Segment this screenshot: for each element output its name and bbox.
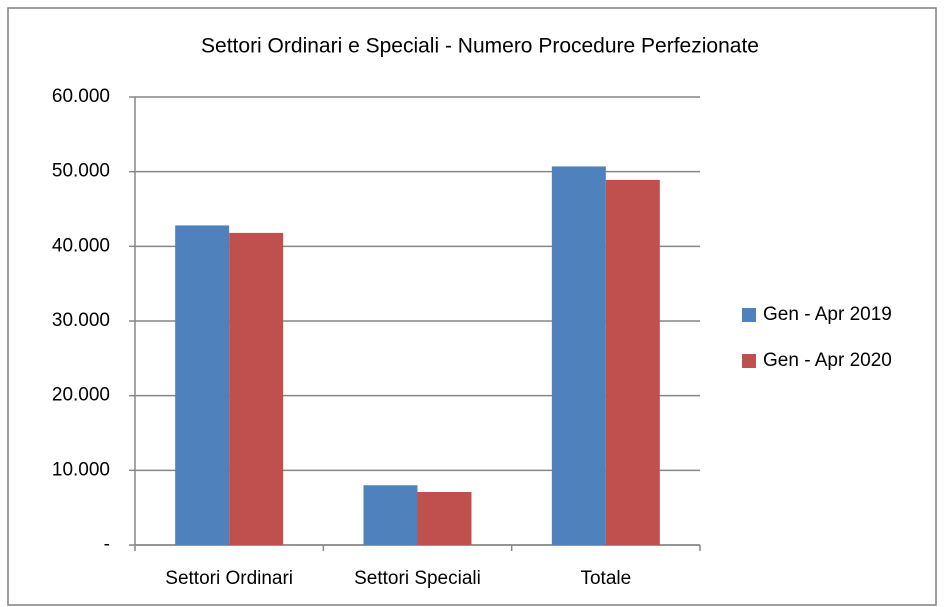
bar — [417, 491, 472, 545]
y-tick-label: - — [104, 534, 110, 555]
legend-swatch — [742, 308, 756, 322]
bar — [605, 179, 660, 545]
y-tick-label: 10.000 — [52, 459, 110, 480]
x-tick-label: Settori Speciali — [354, 568, 481, 589]
bar — [551, 166, 606, 545]
y-tick-label: 50.000 — [52, 161, 110, 182]
bar — [175, 225, 230, 545]
legend-label: Gen - Apr 2019 — [763, 304, 892, 325]
bar — [229, 232, 284, 546]
x-tick-label: Settori Ordinari — [165, 568, 293, 589]
chart-frame — [7, 7, 937, 606]
bar — [363, 485, 418, 545]
y-tick-label: 30.000 — [52, 310, 110, 331]
y-tick-label: 60.000 — [52, 86, 110, 107]
x-tick-label: Totale — [580, 568, 631, 589]
legend-swatch — [742, 354, 756, 368]
legend-label: Gen - Apr 2020 — [763, 350, 892, 371]
y-tick-label: 20.000 — [52, 385, 110, 406]
chart-title: Settori Ordinari e Speciali - Numero Pro… — [201, 35, 759, 58]
y-tick-label: 40.000 — [52, 235, 110, 256]
